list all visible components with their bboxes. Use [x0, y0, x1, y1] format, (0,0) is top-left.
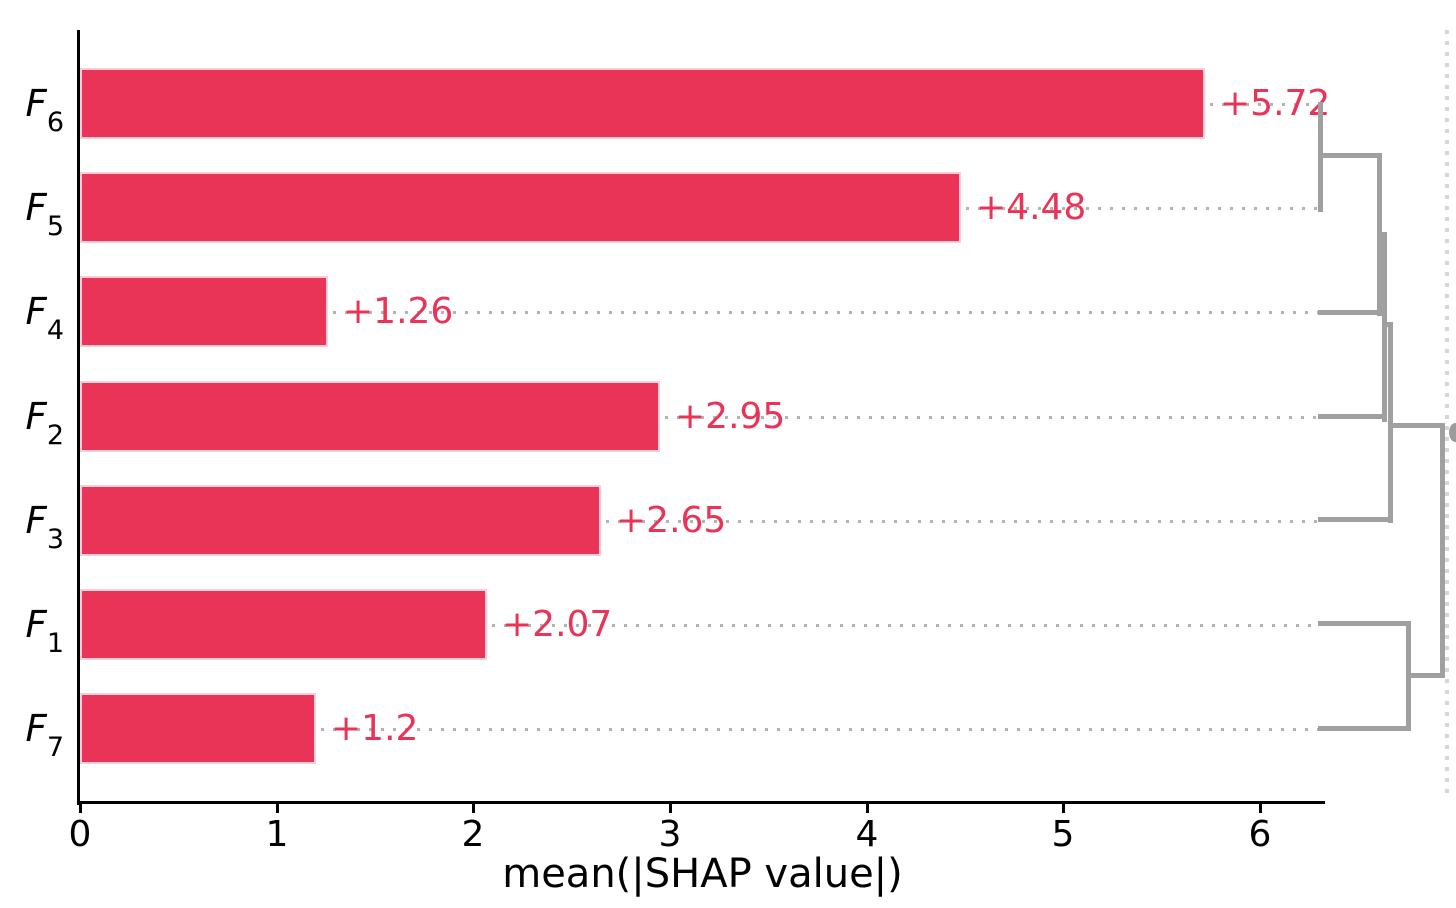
category-label-F4: F4 [0, 288, 64, 344]
leader-dotted-line [321, 728, 1318, 731]
x-tick-label: 6 [1248, 814, 1272, 855]
category-label-base: F [25, 82, 47, 125]
x-axis-spine [77, 801, 1325, 804]
x-tick [1259, 803, 1262, 813]
value-label-F7: +1.2 [331, 708, 419, 749]
dendrogram-segment [1318, 153, 1382, 158]
bar-F1 [80, 589, 487, 660]
category-label-F3: F3 [0, 497, 64, 553]
value-label-F4: +1.26 [343, 291, 454, 332]
x-tick [866, 803, 869, 813]
value-label-F6: +5.72 [1220, 83, 1331, 124]
category-label-subscript: 4 [46, 315, 64, 347]
bar-F3 [80, 485, 601, 556]
bar-F5 [80, 172, 961, 243]
category-label-subscript: 5 [46, 211, 64, 243]
dendrogram-segment [1318, 726, 1411, 731]
dendrogram-segment [1318, 621, 1411, 626]
category-label-subscript: 3 [46, 524, 64, 556]
category-label-subscript: 1 [46, 628, 64, 660]
category-label-base: F [25, 603, 47, 646]
leader-dotted-line [333, 311, 1318, 314]
bar-F7 [80, 693, 316, 764]
x-tick [79, 803, 82, 813]
category-label-subscript: 6 [46, 107, 64, 139]
value-label-F3: +2.65 [616, 500, 727, 541]
dendrogram-segment [1318, 310, 1382, 315]
category-label-F6: F6 [0, 80, 64, 136]
dendrogram-segment [1388, 423, 1445, 428]
x-tick-label: 3 [658, 814, 682, 855]
category-label-F2: F2 [0, 393, 64, 449]
category-label-base: F [25, 707, 47, 750]
x-tick [276, 803, 279, 813]
category-label-base: F [25, 186, 47, 229]
dendrogram-segment [1388, 322, 1393, 523]
dendrogram-segment [1406, 673, 1445, 678]
bar-F4 [80, 276, 328, 347]
dendrogram-segment [1440, 423, 1445, 678]
leader-dotted-line [606, 520, 1318, 523]
dendrogram-segment [1318, 517, 1393, 522]
x-tick [1062, 803, 1065, 813]
dendrogram-segment [1382, 322, 1393, 327]
edge-artifact [1449, 423, 1456, 442]
x-tick-label: 5 [1051, 814, 1075, 855]
category-label-base: F [25, 499, 47, 542]
category-label-subscript: 7 [46, 732, 64, 764]
x-tick [669, 803, 672, 813]
category-label-F5: F5 [0, 184, 64, 240]
category-label-F7: F7 [0, 705, 64, 761]
leader-dotted-line [492, 624, 1318, 627]
x-axis-label: mean(|SHAP value|) [502, 851, 903, 897]
x-tick-label: 0 [68, 814, 92, 855]
x-tick-label: 2 [461, 814, 485, 855]
category-label-base: F [25, 290, 47, 333]
x-tick [472, 803, 475, 813]
x-tick-label: 1 [265, 814, 289, 855]
value-label-F2: +2.95 [675, 396, 786, 437]
bar-F2 [80, 381, 660, 452]
y-axis-spine [77, 30, 80, 805]
dendrogram-segment [1382, 232, 1387, 422]
x-tick-label: 4 [855, 814, 879, 855]
category-label-base: F [25, 395, 47, 438]
category-label-F1: F1 [0, 601, 64, 657]
value-label-F1: +2.07 [502, 604, 613, 645]
leader-dotted-line [665, 416, 1318, 419]
clustering-cutoff-line [1445, 30, 1449, 795]
bar-F6 [80, 68, 1205, 139]
dendrogram-segment [1318, 414, 1387, 419]
category-label-subscript: 2 [46, 420, 64, 452]
value-label-F5: +4.48 [976, 187, 1087, 228]
leader-dotted-line [966, 207, 1318, 210]
leader-dotted-line [1210, 103, 1318, 106]
